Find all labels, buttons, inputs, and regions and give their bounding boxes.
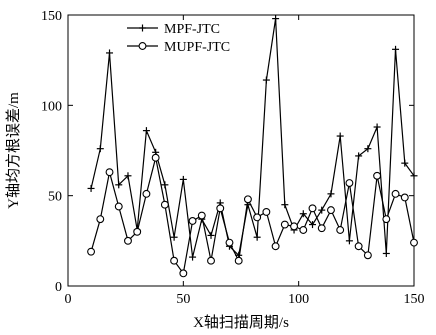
- data-point: [364, 145, 372, 153]
- data-point: [281, 201, 289, 209]
- data-point: [142, 189, 151, 198]
- series-line: [90, 18, 415, 258]
- data-point: [299, 210, 307, 218]
- data-point: [299, 226, 308, 234]
- legend: MPF-JTC MUPF-JTC: [127, 22, 230, 55]
- data-point: [272, 15, 280, 23]
- series-mpf-jtc: [87, 15, 418, 261]
- x-tick-label: 0: [65, 292, 72, 307]
- data-point: [327, 190, 335, 198]
- data-point: [363, 251, 372, 260]
- circle-marker: [138, 42, 147, 50]
- data-point: [253, 213, 262, 222]
- data-point: [234, 256, 243, 265]
- data-point: [179, 269, 188, 278]
- data-point: [262, 76, 270, 84]
- data-point: [106, 49, 114, 57]
- data-point: [355, 152, 363, 160]
- data-point: [207, 256, 215, 265]
- x-tick-label: 100: [288, 292, 309, 307]
- data-point: [280, 220, 289, 229]
- data-point: [401, 159, 409, 167]
- data-point: [225, 238, 234, 247]
- data-point: [124, 236, 132, 245]
- y-tick-label: 150: [41, 9, 62, 24]
- data-point: [392, 45, 400, 53]
- data-point: [336, 226, 345, 234]
- data-point: [309, 221, 317, 229]
- legend-entry: MUPF-JTC: [127, 40, 230, 55]
- data-point: [124, 172, 132, 180]
- x-tick-label: 50: [176, 292, 190, 307]
- data-point: [207, 231, 215, 239]
- data-point: [96, 145, 104, 153]
- data-point: [327, 206, 335, 215]
- data-point: [373, 123, 381, 131]
- data-point: [216, 204, 225, 213]
- data-point: [308, 204, 317, 213]
- data-point: [253, 233, 261, 241]
- data-point: [345, 237, 353, 245]
- data-point: [160, 200, 169, 209]
- x-axis-label: X轴扫描周期/s: [193, 314, 289, 330]
- data-point: [290, 222, 299, 231]
- legend-label: MUPF-JTC: [164, 40, 230, 55]
- data-point: [105, 168, 114, 177]
- data-point: [170, 256, 179, 265]
- data-point: [410, 238, 418, 247]
- data-point: [179, 175, 187, 183]
- data-point: [382, 215, 391, 224]
- x-tick-label: 150: [404, 292, 425, 307]
- y-tick-label: 0: [55, 280, 62, 295]
- y-axis-label: Y轴均方根误差/m: [5, 92, 22, 209]
- ticks-group: 0 50 100 150 0 50 100 150: [41, 9, 425, 307]
- series-group: [87, 15, 418, 278]
- plot-frame: [67, 14, 415, 287]
- data-point: [115, 181, 123, 189]
- axes-frame: [67, 14, 415, 287]
- data-point: [170, 233, 178, 241]
- data-point: [133, 227, 142, 236]
- plus-marker: [139, 24, 146, 32]
- y-tick-label: 100: [41, 99, 62, 114]
- data-point: [87, 247, 96, 256]
- data-point: [373, 171, 382, 180]
- data-point: [382, 249, 390, 257]
- legend-label: MPF-JTC: [164, 22, 220, 37]
- data-point: [262, 207, 271, 216]
- data-point: [354, 242, 363, 251]
- data-point: [151, 153, 160, 162]
- data-point: [336, 132, 344, 140]
- data-point: [96, 215, 105, 224]
- data-point: [197, 211, 206, 220]
- data-point: [114, 202, 123, 211]
- data-point: [189, 253, 197, 261]
- data-point: [391, 189, 400, 198]
- data-point: [345, 179, 354, 187]
- data-point: [188, 217, 197, 225]
- data-point: [410, 172, 418, 180]
- data-point: [400, 193, 409, 202]
- data-point: [243, 195, 252, 204]
- data-point: [142, 127, 150, 135]
- series-mupf-jtc: [87, 153, 418, 278]
- data-point: [161, 181, 169, 189]
- data-point: [317, 224, 326, 233]
- data-point: [318, 206, 326, 214]
- data-point: [87, 184, 95, 192]
- data-point: [271, 242, 280, 251]
- y-tick-label: 50: [48, 190, 62, 205]
- legend-entry: MPF-JTC: [127, 22, 220, 37]
